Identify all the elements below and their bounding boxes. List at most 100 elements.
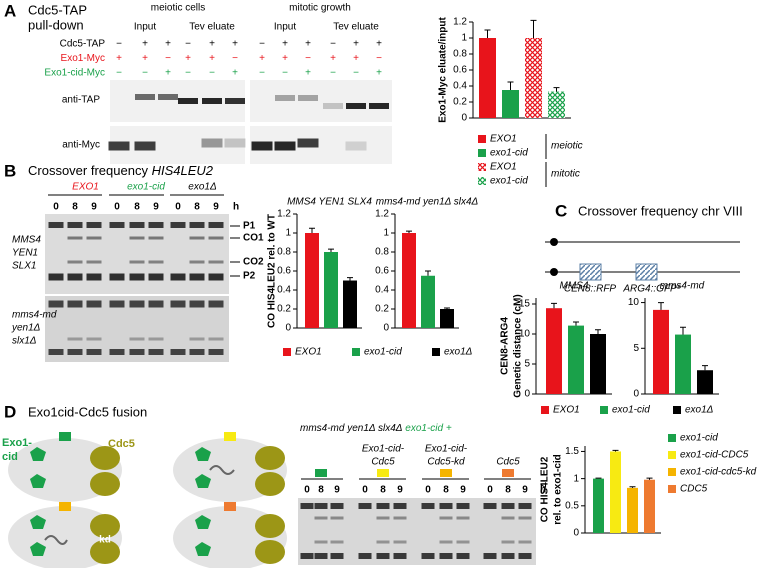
condition: mitotic growth bbox=[289, 3, 351, 14]
gel-band bbox=[314, 553, 328, 559]
bar bbox=[546, 308, 562, 394]
gel-band bbox=[86, 236, 102, 240]
gel-band bbox=[48, 222, 64, 228]
sign: − bbox=[185, 68, 191, 79]
linker bbox=[44, 535, 68, 545]
gel-band bbox=[421, 503, 435, 509]
sign: + bbox=[232, 39, 238, 50]
gel-band bbox=[208, 260, 224, 264]
gel-band bbox=[48, 273, 64, 281]
gel-band bbox=[48, 349, 64, 355]
gel-band bbox=[86, 300, 102, 308]
y-tick-label: 1.2 bbox=[375, 209, 389, 220]
gel-band bbox=[369, 103, 389, 109]
band-label: P1 bbox=[243, 221, 256, 232]
gel-band bbox=[208, 273, 224, 281]
construct-swatch bbox=[440, 469, 452, 477]
bar bbox=[421, 275, 435, 328]
chart-title: mms4-md bbox=[660, 281, 705, 292]
y-tick-label: 0.8 bbox=[453, 49, 467, 60]
y-tick-label: 0 bbox=[285, 323, 291, 334]
gel-band bbox=[86, 273, 102, 281]
gel-band bbox=[393, 516, 407, 520]
gel-band bbox=[67, 337, 83, 341]
gel-band bbox=[129, 236, 145, 240]
legend-label: exo1Δ bbox=[685, 405, 714, 416]
bar bbox=[402, 233, 416, 328]
sign: + bbox=[165, 39, 171, 50]
gel-band bbox=[129, 337, 145, 341]
chart-title: mms4-md yen1Δ slx4Δ bbox=[376, 197, 479, 208]
gel bbox=[110, 126, 245, 164]
gel-band bbox=[189, 300, 205, 308]
genotype: EXO1 bbox=[72, 182, 99, 193]
y-axis-label: Exo1-Myc eluate/input bbox=[438, 17, 449, 123]
legend-label: exo1-cid bbox=[364, 347, 402, 358]
sign: + bbox=[209, 39, 215, 50]
y-tick-label: 1 bbox=[461, 33, 467, 44]
gel-band bbox=[501, 553, 515, 559]
legend-swatch bbox=[541, 406, 549, 414]
gel-band bbox=[518, 503, 532, 509]
gel-band bbox=[67, 349, 83, 355]
lane-label: 8 bbox=[380, 485, 386, 496]
gel-band bbox=[376, 553, 390, 559]
gel-band bbox=[189, 260, 205, 264]
y-axis-label: CO HIS4LEU2 rel. to WT bbox=[267, 214, 278, 328]
lane-label: 8 bbox=[318, 485, 324, 496]
legend-swatch bbox=[668, 434, 676, 442]
error-bar bbox=[425, 270, 431, 276]
y-axis-label: CEN8-ARG4 bbox=[500, 317, 511, 375]
gel-title: mms4-md yen1Δ slx4Δ exo1-cid + bbox=[300, 423, 452, 434]
gel-band bbox=[376, 540, 390, 544]
panel-title: Cdc5-TAP bbox=[28, 2, 87, 17]
gel-band bbox=[170, 273, 186, 281]
sign: − bbox=[185, 39, 191, 50]
gel-band bbox=[129, 273, 145, 281]
chart-title: MMS4 bbox=[560, 281, 589, 292]
sign: + bbox=[142, 53, 148, 64]
y-tick-label: 0 bbox=[383, 323, 389, 334]
gel-band bbox=[158, 94, 178, 100]
lane-label: 9 bbox=[460, 485, 466, 496]
y-tick-label: 0.5 bbox=[565, 500, 579, 511]
bar bbox=[343, 280, 357, 328]
legend-swatch bbox=[352, 348, 360, 356]
gel-band bbox=[439, 540, 453, 544]
legend-swatch bbox=[668, 468, 676, 476]
sign: + bbox=[165, 68, 171, 79]
sign: + bbox=[232, 68, 238, 79]
construct-swatch bbox=[502, 469, 514, 477]
band-label: CO1 bbox=[243, 233, 264, 244]
lane-label: 0 bbox=[487, 485, 493, 496]
gel-band bbox=[346, 103, 366, 109]
error-bar bbox=[595, 329, 601, 334]
exo1-cid bbox=[195, 447, 211, 461]
nucleus bbox=[90, 514, 120, 538]
sign: − bbox=[353, 68, 359, 79]
bar bbox=[697, 370, 713, 394]
sign: − bbox=[282, 68, 288, 79]
gel-band bbox=[224, 138, 246, 148]
gel-band bbox=[86, 222, 102, 228]
lane-unit: h bbox=[540, 485, 546, 496]
lane-label: 0 bbox=[304, 485, 310, 496]
sign: − bbox=[142, 68, 148, 79]
gel-band bbox=[501, 503, 515, 509]
legend-label: exo1Δ bbox=[444, 347, 473, 358]
strain-label: SLX1 bbox=[12, 261, 36, 272]
y-tick-label: 0.6 bbox=[375, 266, 389, 277]
legend-swatch bbox=[432, 348, 440, 356]
sign: − bbox=[330, 68, 336, 79]
y-tick-label: 0.4 bbox=[375, 285, 389, 296]
legend-label: CDC5 bbox=[680, 484, 708, 495]
legend-swatch bbox=[668, 485, 676, 493]
error-bar bbox=[347, 277, 353, 281]
gel-band bbox=[135, 94, 155, 100]
gel-band bbox=[109, 273, 125, 281]
strain-label: mms4-md bbox=[12, 310, 57, 321]
gel-band bbox=[330, 553, 344, 559]
lane-label: 9 bbox=[522, 485, 528, 496]
lane-label: 9 bbox=[153, 202, 159, 213]
panel-title: Exo1cid-Cdc5 fusion bbox=[28, 404, 147, 419]
